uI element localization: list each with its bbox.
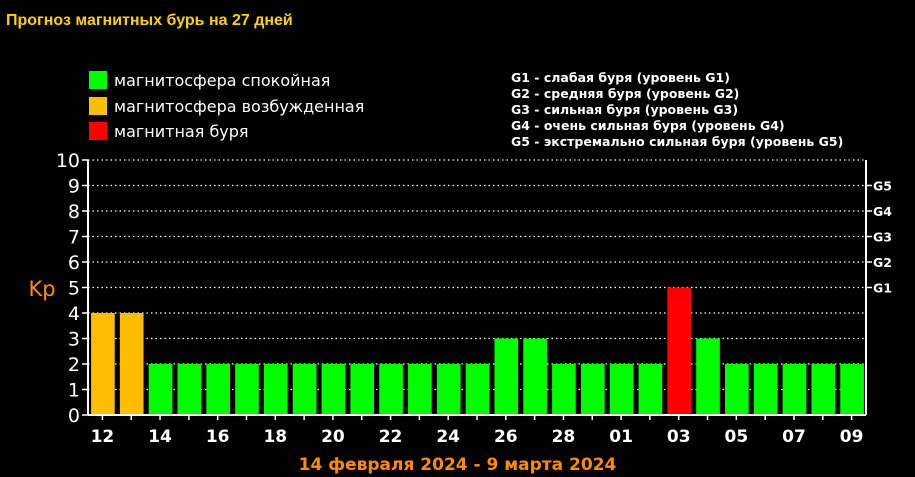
legend-swatch-storm xyxy=(89,122,107,140)
page-title: Прогноз магнитных бурь на 27 дней xyxy=(6,12,293,29)
x-tick-label: 12 xyxy=(91,427,115,447)
storm-level-g5: G5 - экстремально сильная буря (уровень … xyxy=(511,134,844,149)
bar-23 xyxy=(408,364,432,415)
bar-14 xyxy=(148,364,173,415)
bar-19 xyxy=(292,364,317,415)
y-tick-label: 7 xyxy=(68,227,80,249)
legend-item-calm: магнитосфера спокойная xyxy=(89,70,330,90)
bar-20 xyxy=(321,364,346,415)
g-level-label-g3: G3 xyxy=(873,230,892,245)
bar-06 xyxy=(753,364,778,415)
bar-26 xyxy=(494,338,519,415)
storm-level-g4: G4 - очень сильная буря (уровень G4) xyxy=(511,118,785,133)
legend-swatch-excited xyxy=(89,97,107,115)
bar-18 xyxy=(263,364,288,415)
y-tick-label: 6 xyxy=(68,252,80,274)
bar-04 xyxy=(696,338,720,415)
x-tick-label: 05 xyxy=(724,427,748,447)
storm-level-g1: G1 - слабая буря (уровень G1) xyxy=(511,70,730,85)
bar-07 xyxy=(782,364,807,415)
date-range: 14 февраля 2024 - 9 марта 2024 xyxy=(298,455,617,475)
bar-05 xyxy=(725,364,749,415)
bar-08 xyxy=(811,364,836,415)
x-tick-label: 09 xyxy=(840,427,864,447)
bar-29 xyxy=(580,364,605,415)
x-tick-label: 26 xyxy=(494,427,518,447)
legend-item-storm: магнитная буря xyxy=(89,121,249,141)
bar-15 xyxy=(177,364,202,415)
y-tick-label: 3 xyxy=(68,329,80,351)
storm-level-g3: G3 - сильная буря (уровень G3) xyxy=(511,102,739,117)
y-tick-label: 10 xyxy=(56,150,80,172)
y-tick-label: 8 xyxy=(68,201,80,223)
x-tick-label: 14 xyxy=(148,427,172,447)
legend-label-excited: магнитосфера возбужденная xyxy=(114,96,365,116)
x-tick-label: 07 xyxy=(782,427,806,447)
y-tick-label: 5 xyxy=(68,278,80,300)
legend-label-storm: магнитная буря xyxy=(114,121,249,141)
bar-27 xyxy=(523,338,547,415)
bar-01 xyxy=(609,364,634,415)
bar-25 xyxy=(465,364,490,415)
x-tick-label: 18 xyxy=(263,427,287,447)
bar-22 xyxy=(379,364,403,415)
y-tick-label: 9 xyxy=(68,176,80,198)
x-tick-label: 20 xyxy=(321,427,345,447)
y-tick-label: 4 xyxy=(68,303,80,325)
bar-28 xyxy=(552,364,576,415)
storm-level-g2: G2 - средняя буря (уровень G2) xyxy=(511,86,740,101)
bar-13 xyxy=(119,313,144,415)
bar-16 xyxy=(206,364,230,415)
x-tick-label: 24 xyxy=(436,427,460,447)
y-tick-label: 0 xyxy=(68,405,80,427)
bar-02 xyxy=(638,364,663,415)
x-tick-label: 22 xyxy=(379,427,403,447)
x-tick-label: 28 xyxy=(552,427,576,447)
g-level-label-g5: G5 xyxy=(873,179,892,194)
y-tick-label: 1 xyxy=(68,380,80,402)
g-level-label-g2: G2 xyxy=(873,255,892,270)
legend-swatch-calm xyxy=(89,71,107,89)
x-tick-label: 01 xyxy=(609,427,633,447)
x-tick-label: 03 xyxy=(667,427,691,447)
legend-label-calm: магнитосфера спокойная xyxy=(114,70,331,90)
bar-03 xyxy=(667,287,692,415)
bar-24 xyxy=(436,364,461,415)
g-level-label-g1: G1 xyxy=(873,281,892,296)
bar-17 xyxy=(235,364,259,415)
bar-21 xyxy=(350,364,375,415)
legend-item-excited: магнитосфера возбужденная xyxy=(89,96,364,116)
bar-12 xyxy=(91,313,115,415)
x-tick-label: 16 xyxy=(206,427,230,447)
bar-09 xyxy=(840,364,864,415)
g-level-label-g4: G4 xyxy=(873,204,892,219)
y-axis-label: Kp xyxy=(28,277,55,301)
y-tick-label: 2 xyxy=(68,354,80,376)
